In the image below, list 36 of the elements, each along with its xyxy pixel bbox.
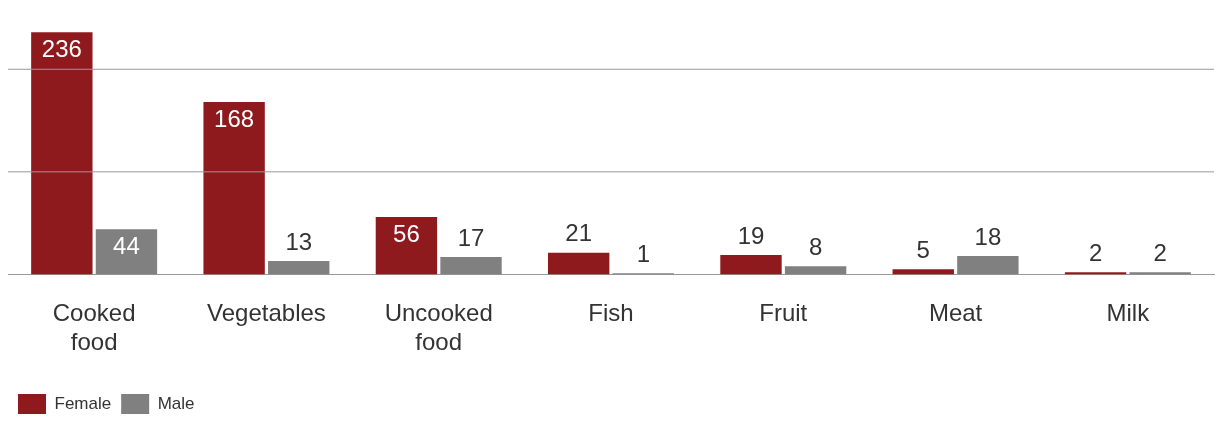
bar: [268, 261, 330, 275]
x-tick-label: Fish: [588, 299, 634, 327]
bar: [1129, 272, 1191, 275]
bar: [1064, 272, 1127, 275]
data-label: 44: [113, 231, 140, 259]
bar: [957, 255, 1019, 275]
data-label: 1: [636, 240, 650, 267]
bar: [375, 216, 438, 275]
x-tick-label: Fruit: [759, 299, 808, 327]
data-label: 13: [285, 227, 313, 255]
bar: [203, 102, 265, 275]
data-label: 56: [393, 219, 420, 247]
bar: [892, 269, 954, 275]
data-label: 18: [974, 222, 1002, 250]
bar: [440, 256, 502, 275]
data-label: 168: [214, 104, 255, 132]
x-tick-label: Cooked food: [52, 299, 136, 356]
data-label: 2: [1153, 238, 1167, 266]
bar: [31, 32, 93, 275]
legend-label: Female: [54, 393, 112, 413]
bar: [720, 254, 782, 275]
x-tick-label: Uncooked food: [384, 299, 493, 356]
bar: [95, 229, 158, 275]
x-tick-label: Vegetables: [207, 299, 326, 327]
x-tick-label: Meat: [928, 299, 983, 327]
data-label: 236: [41, 34, 82, 62]
data-label: 19: [737, 221, 765, 249]
data-label: 5: [916, 235, 930, 263]
bar: [784, 266, 847, 275]
data-label: 17: [457, 223, 485, 251]
x-tick-label: Milk: [1106, 299, 1151, 327]
legend-label: Male: [157, 393, 195, 413]
data-label: 2: [1088, 238, 1103, 266]
data-label: 8: [808, 232, 823, 260]
data-label: 21: [565, 219, 593, 247]
bar: [548, 252, 610, 275]
